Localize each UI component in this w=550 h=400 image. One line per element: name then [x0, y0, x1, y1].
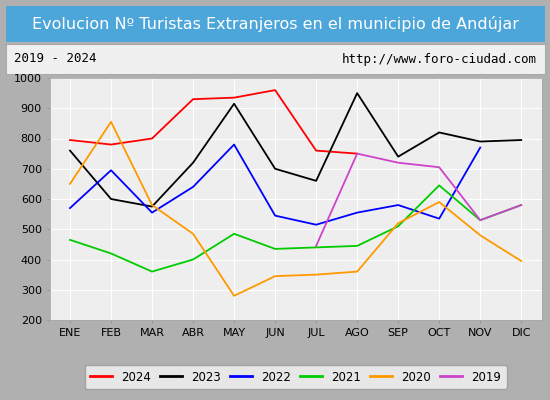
Text: 2019 - 2024: 2019 - 2024	[14, 52, 96, 66]
Legend: 2024, 2023, 2022, 2021, 2020, 2019: 2024, 2023, 2022, 2021, 2020, 2019	[85, 365, 507, 390]
Text: Evolucion Nº Turistas Extranjeros en el municipio de Andújar: Evolucion Nº Turistas Extranjeros en el …	[31, 16, 519, 32]
Text: http://www.foro-ciudad.com: http://www.foro-ciudad.com	[342, 52, 536, 66]
